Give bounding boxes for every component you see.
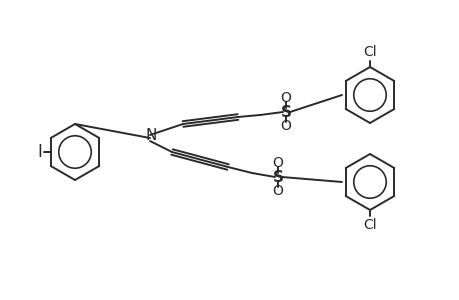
Text: I: I [37, 143, 42, 161]
Text: O: O [272, 156, 283, 170]
Text: O: O [280, 119, 291, 133]
Text: N: N [145, 128, 157, 142]
Text: Cl: Cl [363, 45, 376, 59]
Text: Cl: Cl [363, 218, 376, 232]
Text: S: S [280, 104, 291, 119]
Text: O: O [280, 91, 291, 105]
Text: S: S [272, 169, 283, 184]
Text: O: O [272, 184, 283, 198]
